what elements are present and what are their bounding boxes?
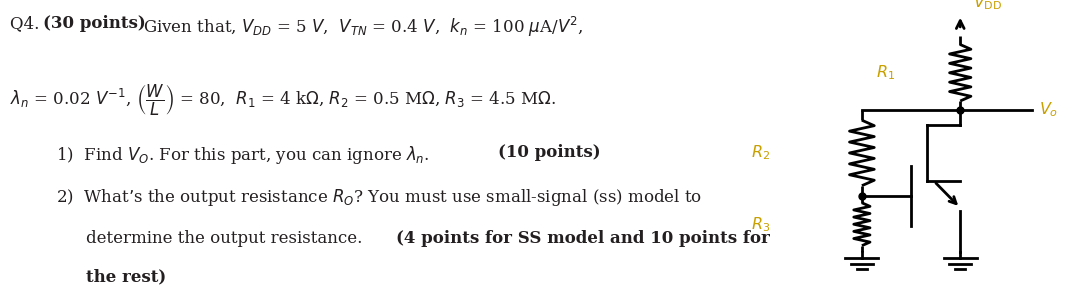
Text: determine the output resistance.: determine the output resistance.: [86, 230, 368, 247]
Text: Q4.: Q4.: [10, 15, 44, 32]
Text: Given that, $V_{DD}$ = 5 $V$,  $V_{TN}$ = 0.4 $V$,  $k_n$ = 100 $\mu$A/$V^2$,: Given that, $V_{DD}$ = 5 $V$, $V_{TN}$ =…: [143, 15, 584, 39]
Text: (30 points): (30 points): [43, 15, 146, 32]
Text: $V_o$: $V_o$: [1038, 101, 1058, 119]
Text: (10 points): (10 points): [499, 144, 601, 161]
Text: 1)  Find $V_O$. For this part, you can ignore $\lambda_n$.: 1) Find $V_O$. For this part, you can ig…: [56, 144, 431, 166]
Text: 2)  What’s the output resistance $R_O$? You must use small-signal (ss) model to: 2) What’s the output resistance $R_O$? Y…: [56, 187, 702, 208]
Text: the rest): the rest): [86, 269, 167, 286]
Text: $R_1$: $R_1$: [875, 64, 894, 82]
Text: $R_2$: $R_2$: [751, 144, 770, 162]
Text: $R_3$: $R_3$: [750, 215, 770, 233]
Text: $V_{\mathrm{DD}}$: $V_{\mathrm{DD}}$: [973, 0, 1003, 12]
Text: $\lambda_n$ = 0.02 $V^{-1}$, $\left(\dfrac{W}{L}\right)$ = 80,  $R_1$ = 4 k$\Ome: $\lambda_n$ = 0.02 $V^{-1}$, $\left(\dfr…: [10, 83, 556, 119]
Text: (4 points for SS model and 10 points for: (4 points for SS model and 10 points for: [396, 230, 770, 247]
